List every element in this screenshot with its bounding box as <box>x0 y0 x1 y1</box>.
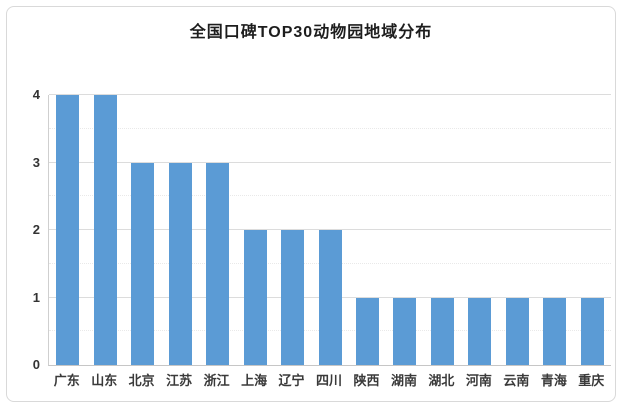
bar-slot <box>199 95 236 365</box>
bar-slot <box>236 95 273 365</box>
x-tick-label: 云南 <box>503 373 530 388</box>
bar <box>543 297 567 365</box>
x-tick-label: 河南 <box>465 373 492 388</box>
x-axis-labels: 广东 山东 北京 江苏 浙江 上海 辽宁 四川 陕西 湖南 湖北 河南 云南 青海 重庆 <box>48 370 610 389</box>
x-tick-label: 青海 <box>540 373 567 388</box>
x-tick-label: 湖北 <box>428 373 455 388</box>
bar-slot <box>49 95 86 365</box>
bar <box>580 297 604 365</box>
bar <box>355 297 379 365</box>
x-tick-label: 上海 <box>241 373 268 388</box>
bar <box>206 162 230 365</box>
x-tick-label: 山东 <box>91 373 118 388</box>
x-tick-label: 北京 <box>128 373 155 388</box>
bar-slot <box>499 95 536 365</box>
y-tick-label: 0 <box>32 357 40 372</box>
bar-slot <box>274 95 311 365</box>
bar-slot <box>311 95 348 365</box>
y-tick-label: 3 <box>32 154 40 170</box>
bar <box>430 297 454 365</box>
x-tick-label: 浙江 <box>203 373 230 388</box>
bar-slot <box>424 95 461 365</box>
bar-slot <box>86 95 123 365</box>
gridline-minor <box>49 127 611 129</box>
gridline-major <box>49 161 611 163</box>
x-tick-label: 重庆 <box>578 373 605 388</box>
bar-slot <box>349 95 386 365</box>
y-tick-label: 2 <box>32 222 40 237</box>
gridline-major <box>49 229 611 230</box>
bar <box>243 230 267 365</box>
bar-slot <box>386 95 423 365</box>
bar <box>281 230 305 365</box>
y-tick-label: 1 <box>32 289 40 305</box>
gridline-major <box>49 94 611 95</box>
x-tick-label: 江苏 <box>166 373 193 388</box>
bar <box>468 297 492 365</box>
bar-slot <box>161 95 198 365</box>
x-tick-label: 广东 <box>53 373 80 388</box>
x-tick-label: 四川 <box>316 373 343 388</box>
bar <box>168 162 192 365</box>
chart-title: 全国口碑TOP30动物园地域分布 <box>189 24 433 41</box>
bar <box>56 95 80 365</box>
bar <box>318 230 342 365</box>
x-tick-label: 陕西 <box>353 373 380 388</box>
y-tick-label: 4 <box>32 87 40 102</box>
bar <box>131 162 155 365</box>
bars-layer <box>49 95 611 365</box>
bar-slot <box>536 95 573 365</box>
gridline-minor <box>49 195 611 197</box>
bar <box>505 297 529 365</box>
bar-slot <box>574 95 611 365</box>
bar <box>393 297 417 365</box>
bar-slot <box>124 95 161 365</box>
plot-area <box>48 94 611 366</box>
bar-slot <box>461 95 498 365</box>
x-tick-label: 湖南 <box>390 373 417 388</box>
x-tick-label: 辽宁 <box>278 373 305 388</box>
bar <box>93 95 117 365</box>
